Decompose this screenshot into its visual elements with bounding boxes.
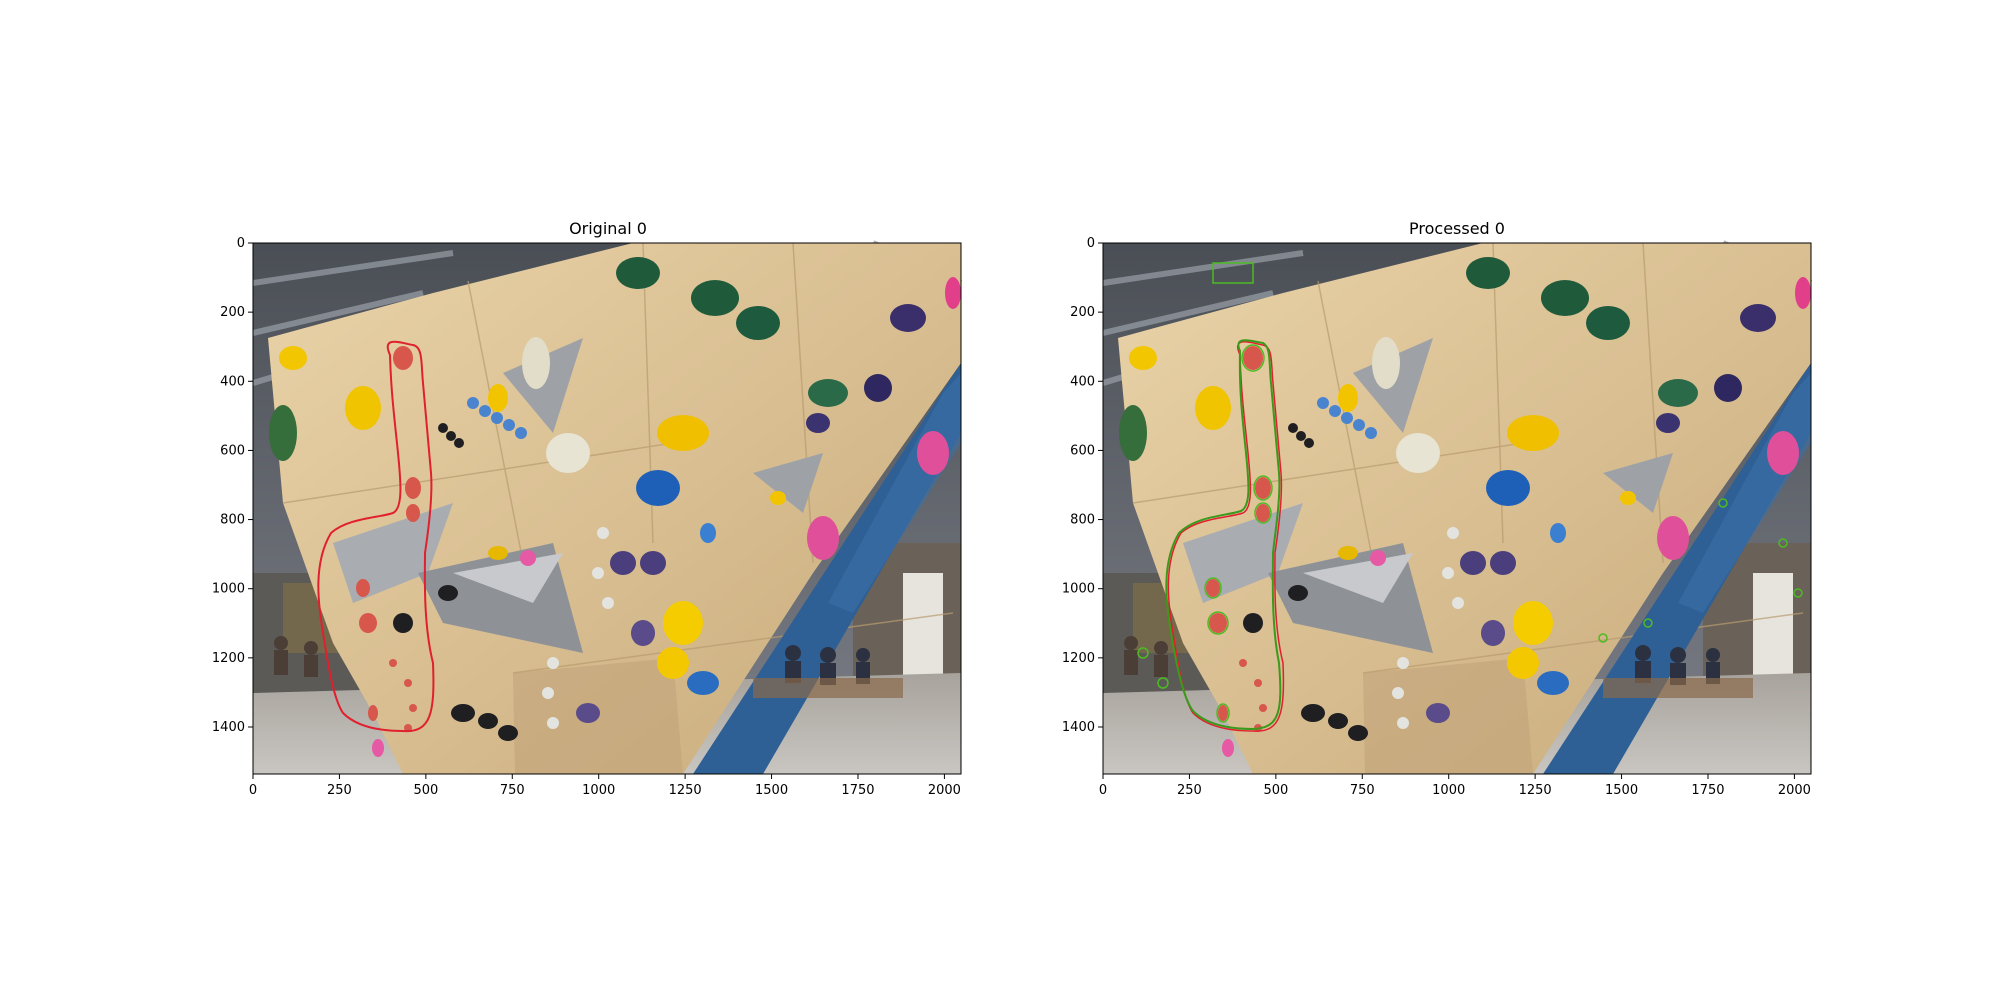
x-tick-label: 1250 xyxy=(669,783,702,798)
x-tick-label: 500 xyxy=(1263,783,1288,798)
x-axis-ticks: 0 250 500 750 1000 1250 1500 1750 2000 xyxy=(1099,774,1811,798)
y-tick-label: 400 xyxy=(220,374,245,389)
y-tick-label: 1200 xyxy=(1062,651,1095,666)
x-tick-label: 250 xyxy=(327,783,352,798)
y-tick-label: 200 xyxy=(220,305,245,320)
x-tick-label: 250 xyxy=(1177,783,1202,798)
panel-processed: Processed 0 xyxy=(1062,219,1811,798)
x-tick-label: 1250 xyxy=(1519,783,1552,798)
route-outline-original xyxy=(1167,341,1285,732)
x-axis-ticks: 0 250 500 750 1000 1250 1500 1750 2000 xyxy=(249,774,961,798)
x-tick-label: 0 xyxy=(1099,783,1107,798)
route-outline-detected xyxy=(1165,339,1282,731)
x-tick-label: 2000 xyxy=(928,783,961,798)
x-tick-label: 750 xyxy=(500,783,525,798)
photo xyxy=(253,243,961,774)
y-tick-label: 0 xyxy=(237,236,245,251)
x-tick-label: 1500 xyxy=(755,783,788,798)
x-tick-label: 1500 xyxy=(1605,783,1638,798)
y-tick-label: 600 xyxy=(1070,443,1095,458)
y-tick-label: 1200 xyxy=(212,651,245,666)
y-tick-label: 1000 xyxy=(1062,582,1095,597)
panel-title: Processed 0 xyxy=(1409,219,1505,238)
y-tick-label: 400 xyxy=(1070,374,1095,389)
x-tick-label: 1750 xyxy=(841,783,874,798)
x-tick-label: 2000 xyxy=(1778,783,1811,798)
x-tick-label: 500 xyxy=(413,783,438,798)
panel-original: Original 0 0 250 500 750 1000 1250 1500 1750 200… xyxy=(212,219,961,798)
y-axis-ticks: 0 200 400 600 800 1000 1200 1400 xyxy=(1062,236,1103,735)
route-outline xyxy=(317,340,435,733)
x-tick-label: 750 xyxy=(1350,783,1375,798)
y-tick-label: 200 xyxy=(1070,305,1095,320)
y-tick-label: 0 xyxy=(1087,236,1095,251)
y-tick-label: 1400 xyxy=(212,720,245,735)
y-tick-label: 800 xyxy=(220,513,245,528)
y-axis-ticks: 0 200 400 600 800 1000 1200 1400 xyxy=(212,236,253,735)
y-tick-label: 1000 xyxy=(212,582,245,597)
x-tick-label: 1000 xyxy=(1432,783,1465,798)
panel-title: Original 0 xyxy=(569,219,647,238)
x-tick-label: 0 xyxy=(249,783,257,798)
photo xyxy=(1103,243,1811,774)
x-tick-label: 1750 xyxy=(1691,783,1724,798)
y-tick-label: 600 xyxy=(220,443,245,458)
x-tick-label: 1000 xyxy=(582,783,615,798)
y-tick-label: 1400 xyxy=(1062,720,1095,735)
y-tick-label: 800 xyxy=(1070,513,1095,528)
